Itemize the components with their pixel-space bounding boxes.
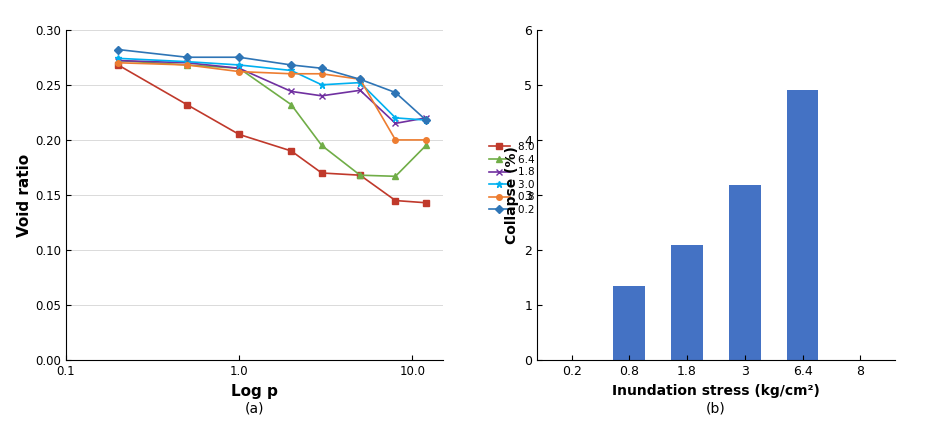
Line: 3.0 kg/cm2: 3.0 kg/cm2 bbox=[115, 55, 430, 123]
0.2 kg/cm2 bbox=[285, 62, 297, 67]
8.0 kg/cm2 bbox=[181, 102, 192, 107]
0.2 kg/cm2 bbox=[354, 77, 365, 82]
Bar bbox=[671, 245, 703, 360]
0.2 kg/cm2 bbox=[112, 47, 123, 52]
6.4 kg/cm2 bbox=[390, 174, 401, 179]
Legend: 8.0 kg/cm2, 6.4 kg/cm2, 1.8 kg/cm2, 3.0 kg/cm2, 0.8 kg/cm2, 0.2 kg/cm2: 8.0 kg/cm2, 6.4 kg/cm2, 1.8 kg/cm2, 3.0 … bbox=[484, 138, 580, 219]
1.8 kg/cm2 bbox=[354, 88, 365, 93]
3.0 kg/cm2 bbox=[420, 117, 431, 123]
6.4 kg/cm2 bbox=[234, 66, 245, 71]
0.2 kg/cm2 bbox=[420, 117, 431, 123]
1.8 kg/cm2 bbox=[317, 93, 328, 98]
3.0 kg/cm2 bbox=[285, 68, 297, 73]
8.0 kg/cm2 bbox=[317, 170, 328, 176]
8.0 kg/cm2 bbox=[354, 173, 365, 178]
1.8 kg/cm2 bbox=[181, 60, 192, 65]
X-axis label: Inundation stress (kg/cm²): Inundation stress (kg/cm²) bbox=[612, 384, 820, 398]
0.8 kg/cm2 bbox=[285, 71, 297, 76]
3.0 kg/cm2 bbox=[181, 59, 192, 64]
Bar bbox=[787, 90, 819, 360]
8.0 kg/cm2 bbox=[420, 200, 431, 205]
Text: (b): (b) bbox=[706, 402, 725, 416]
Line: 6.4 kg/cm2: 6.4 kg/cm2 bbox=[115, 58, 429, 179]
6.4 kg/cm2 bbox=[181, 62, 192, 67]
6.4 kg/cm2 bbox=[112, 58, 123, 63]
6.4 kg/cm2 bbox=[285, 102, 297, 107]
1.8 kg/cm2 bbox=[420, 115, 431, 120]
0.8 kg/cm2 bbox=[354, 77, 365, 82]
Line: 0.8 kg/cm2: 0.8 kg/cm2 bbox=[115, 60, 429, 143]
8.0 kg/cm2 bbox=[234, 132, 245, 137]
0.2 kg/cm2 bbox=[181, 55, 192, 60]
Line: 0.2 kg/cm2: 0.2 kg/cm2 bbox=[115, 47, 429, 123]
Bar bbox=[729, 185, 761, 360]
Text: (a): (a) bbox=[245, 402, 264, 416]
3.0 kg/cm2 bbox=[317, 82, 328, 87]
0.8 kg/cm2 bbox=[390, 137, 401, 142]
Y-axis label: Void ratio: Void ratio bbox=[17, 153, 32, 237]
1.8 kg/cm2 bbox=[390, 121, 401, 126]
Line: 1.8 kg/cm2: 1.8 kg/cm2 bbox=[115, 58, 429, 126]
3.0 kg/cm2 bbox=[390, 115, 401, 120]
0.8 kg/cm2 bbox=[112, 60, 123, 65]
3.0 kg/cm2 bbox=[354, 80, 365, 85]
0.2 kg/cm2 bbox=[390, 90, 401, 95]
1.8 kg/cm2 bbox=[285, 89, 297, 94]
0.2 kg/cm2 bbox=[234, 55, 245, 60]
0.8 kg/cm2 bbox=[420, 137, 431, 142]
Y-axis label: Collapse (%): Collapse (%) bbox=[505, 146, 518, 244]
8.0 kg/cm2 bbox=[285, 148, 297, 153]
8.0 kg/cm2 bbox=[390, 198, 401, 203]
6.4 kg/cm2 bbox=[354, 173, 365, 178]
Bar bbox=[613, 286, 645, 360]
0.8 kg/cm2 bbox=[181, 62, 192, 67]
Line: 8.0 kg/cm2: 8.0 kg/cm2 bbox=[115, 62, 429, 206]
3.0 kg/cm2 bbox=[112, 56, 123, 61]
X-axis label: Log p: Log p bbox=[231, 384, 278, 399]
6.4 kg/cm2 bbox=[317, 143, 328, 148]
8.0 kg/cm2 bbox=[112, 62, 123, 67]
1.8 kg/cm2 bbox=[234, 66, 245, 71]
3.0 kg/cm2 bbox=[234, 62, 245, 67]
0.8 kg/cm2 bbox=[317, 71, 328, 76]
6.4 kg/cm2 bbox=[420, 143, 431, 148]
0.2 kg/cm2 bbox=[317, 66, 328, 71]
0.8 kg/cm2 bbox=[234, 69, 245, 74]
1.8 kg/cm2 bbox=[112, 58, 123, 63]
